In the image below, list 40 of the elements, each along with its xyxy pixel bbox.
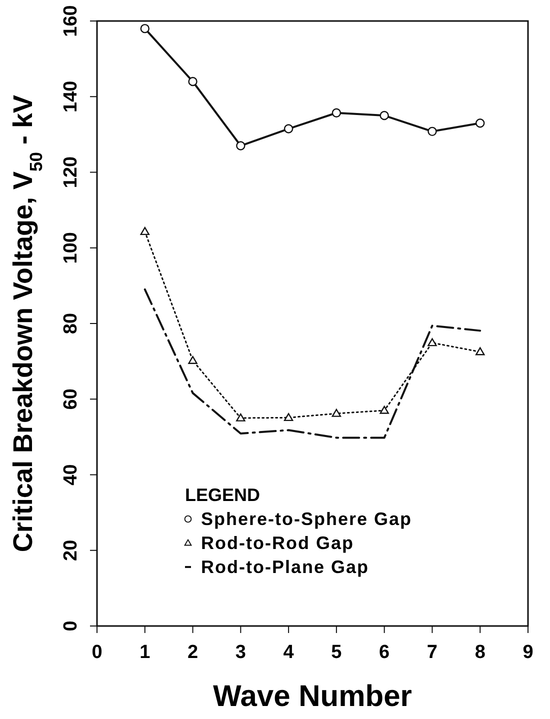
y-tick-label: 120 xyxy=(60,156,82,188)
x-tick-label: 0 xyxy=(92,642,102,663)
point xyxy=(236,141,246,150)
x-tick-label: 6 xyxy=(379,642,390,663)
point xyxy=(188,76,198,86)
x-axis-title: Wave Number xyxy=(213,680,412,713)
legend-title: LEGEND xyxy=(185,485,260,505)
x-tick-label: 2 xyxy=(187,642,198,663)
y-tick-label: 60 xyxy=(60,388,82,410)
point xyxy=(236,413,246,422)
x-tick-label: 5 xyxy=(331,642,342,663)
y-tick-label: 40 xyxy=(60,464,82,486)
legend-label: Sphere-to-Sphere Gap xyxy=(201,509,412,529)
y-tick-label: 100 xyxy=(60,232,82,264)
point xyxy=(428,126,437,136)
legend-label: Rod-to-Plane Gap xyxy=(201,557,369,577)
y-tick-label: 80 xyxy=(60,312,82,334)
x-tick-label: 4 xyxy=(283,642,294,663)
y-tick-label: 140 xyxy=(60,80,82,112)
point xyxy=(140,24,150,34)
x-tick-label: 1 xyxy=(140,642,151,663)
y-tick-label: 0 xyxy=(60,620,82,632)
point xyxy=(188,356,198,364)
point xyxy=(476,118,485,128)
x-tick-label: 7 xyxy=(426,642,438,663)
x-tick-label: 8 xyxy=(474,642,486,663)
y-tick-label: 160 xyxy=(60,5,82,37)
legend-label: Rod-to-Rod Gap xyxy=(201,533,354,553)
point xyxy=(380,406,389,414)
point xyxy=(284,413,294,422)
point xyxy=(332,408,342,417)
point xyxy=(140,227,150,236)
point xyxy=(380,110,389,120)
x-tick-label: 9 xyxy=(522,642,534,663)
point xyxy=(332,108,342,118)
point xyxy=(476,347,485,356)
point xyxy=(428,338,437,346)
x-tick-label: 3 xyxy=(235,642,246,663)
y-tick-label: 20 xyxy=(60,540,82,561)
point xyxy=(284,124,294,134)
